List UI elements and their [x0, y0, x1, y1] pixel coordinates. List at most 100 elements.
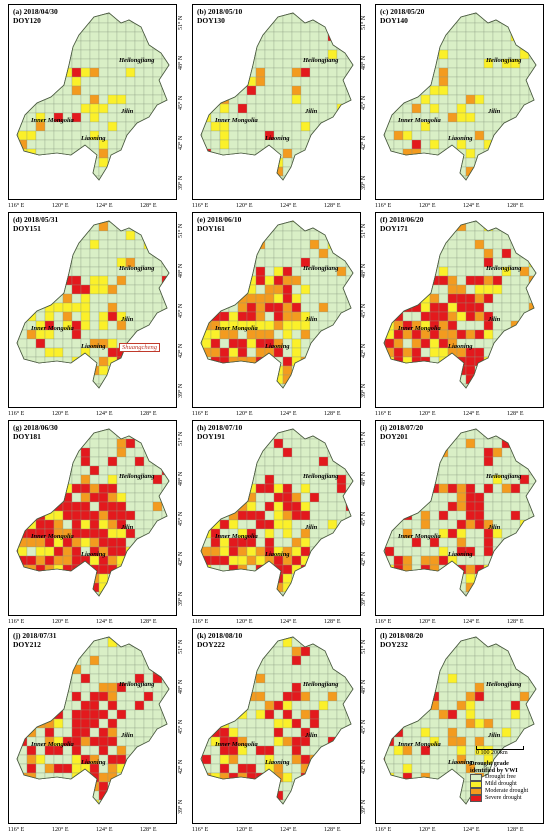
county-cell	[228, 40, 239, 51]
county-cell	[510, 230, 521, 241]
county-cell	[53, 447, 64, 458]
county-cell	[529, 402, 538, 408]
county-cell	[255, 374, 266, 385]
county-cell	[501, 284, 512, 295]
county-cell	[456, 302, 467, 313]
county-cell	[465, 49, 476, 60]
county-cell	[81, 393, 90, 402]
county-cell	[171, 529, 177, 538]
county-cell	[89, 284, 100, 295]
county-cell	[438, 700, 449, 711]
county-cell	[438, 13, 449, 24]
county-cell	[456, 637, 467, 648]
county-cell	[345, 754, 353, 765]
county-cell	[402, 148, 413, 159]
county-cell	[318, 555, 329, 566]
county-cell	[171, 791, 177, 800]
county-cell	[201, 655, 212, 666]
county-cell	[447, 637, 458, 639]
county-cell	[318, 564, 329, 575]
county-cell	[318, 429, 329, 440]
county-cell	[72, 194, 81, 200]
county-cell	[501, 492, 512, 503]
county-cell	[465, 365, 476, 376]
county-cell	[420, 465, 431, 476]
lon-tick-label: 120° E	[236, 411, 253, 417]
county-cell	[237, 248, 248, 259]
county-cell	[402, 447, 413, 458]
county-cell	[98, 67, 109, 78]
county-cell	[273, 718, 284, 729]
county-cell	[355, 665, 361, 674]
county-cell	[355, 538, 361, 547]
county-cell	[152, 637, 163, 639]
county-cell	[465, 221, 476, 223]
county-cell	[116, 85, 127, 96]
county-cell	[528, 429, 536, 440]
county-cell	[438, 257, 449, 268]
county-cell	[219, 130, 230, 141]
county-cell	[474, 483, 485, 494]
county-cell	[384, 148, 395, 159]
county-cell	[264, 537, 275, 548]
county-cell	[219, 239, 230, 250]
county-cell	[17, 148, 19, 159]
county-cell	[116, 383, 127, 388]
county-cell	[429, 230, 440, 241]
county-cell	[345, 49, 353, 60]
county-cell	[519, 148, 530, 159]
county-cell	[134, 239, 145, 250]
county-cell	[134, 221, 145, 223]
county-cell	[510, 365, 521, 376]
county-cell	[62, 655, 73, 666]
county-cell	[201, 175, 212, 180]
county-cell	[210, 799, 221, 804]
county-cell	[17, 700, 19, 711]
county-cell	[345, 266, 353, 277]
county-cell	[201, 573, 212, 584]
county-cell	[246, 40, 257, 51]
county-cell	[420, 248, 431, 259]
county-cell	[171, 176, 177, 185]
county-cell	[301, 610, 310, 616]
county-cell	[17, 85, 19, 96]
county-cell	[355, 5, 361, 14]
county-cell	[300, 230, 311, 241]
county-cell	[429, 338, 440, 349]
county-cell	[282, 275, 293, 286]
county-cell	[44, 709, 55, 720]
county-cell	[291, 655, 302, 666]
county-cell	[17, 94, 19, 105]
county-cell	[17, 736, 19, 747]
county-cell	[282, 736, 293, 747]
county-cell	[134, 76, 145, 87]
county-cell	[201, 456, 203, 467]
county-cell	[143, 221, 154, 232]
county-cell	[35, 790, 46, 801]
county-cell	[420, 58, 431, 69]
county-cell	[447, 112, 458, 123]
province-label-heilongjiang: Heilongjiang	[119, 473, 155, 480]
county-cell	[318, 311, 329, 322]
county-cell	[336, 537, 347, 548]
county-cell	[447, 302, 458, 313]
county-cell	[256, 610, 265, 616]
county-cell	[44, 94, 55, 105]
county-cell	[291, 22, 302, 33]
county-cell	[430, 402, 439, 408]
county-cell	[107, 501, 118, 512]
county-cell	[17, 67, 19, 78]
county-cell	[474, 447, 485, 458]
county-cell	[528, 537, 536, 548]
county-cell	[90, 185, 99, 194]
county-cell	[152, 736, 163, 747]
county-cell	[17, 266, 19, 277]
county-cell	[273, 492, 284, 503]
county-cell	[210, 266, 221, 277]
lon-tick-label: 128° E	[507, 203, 524, 209]
county-cell	[44, 103, 55, 114]
county-cell	[35, 284, 46, 295]
county-cell	[492, 221, 503, 232]
county-cell	[107, 799, 118, 804]
county-cell	[393, 67, 404, 78]
